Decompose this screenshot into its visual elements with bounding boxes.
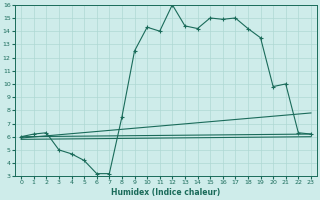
X-axis label: Humidex (Indice chaleur): Humidex (Indice chaleur) (111, 188, 221, 197)
